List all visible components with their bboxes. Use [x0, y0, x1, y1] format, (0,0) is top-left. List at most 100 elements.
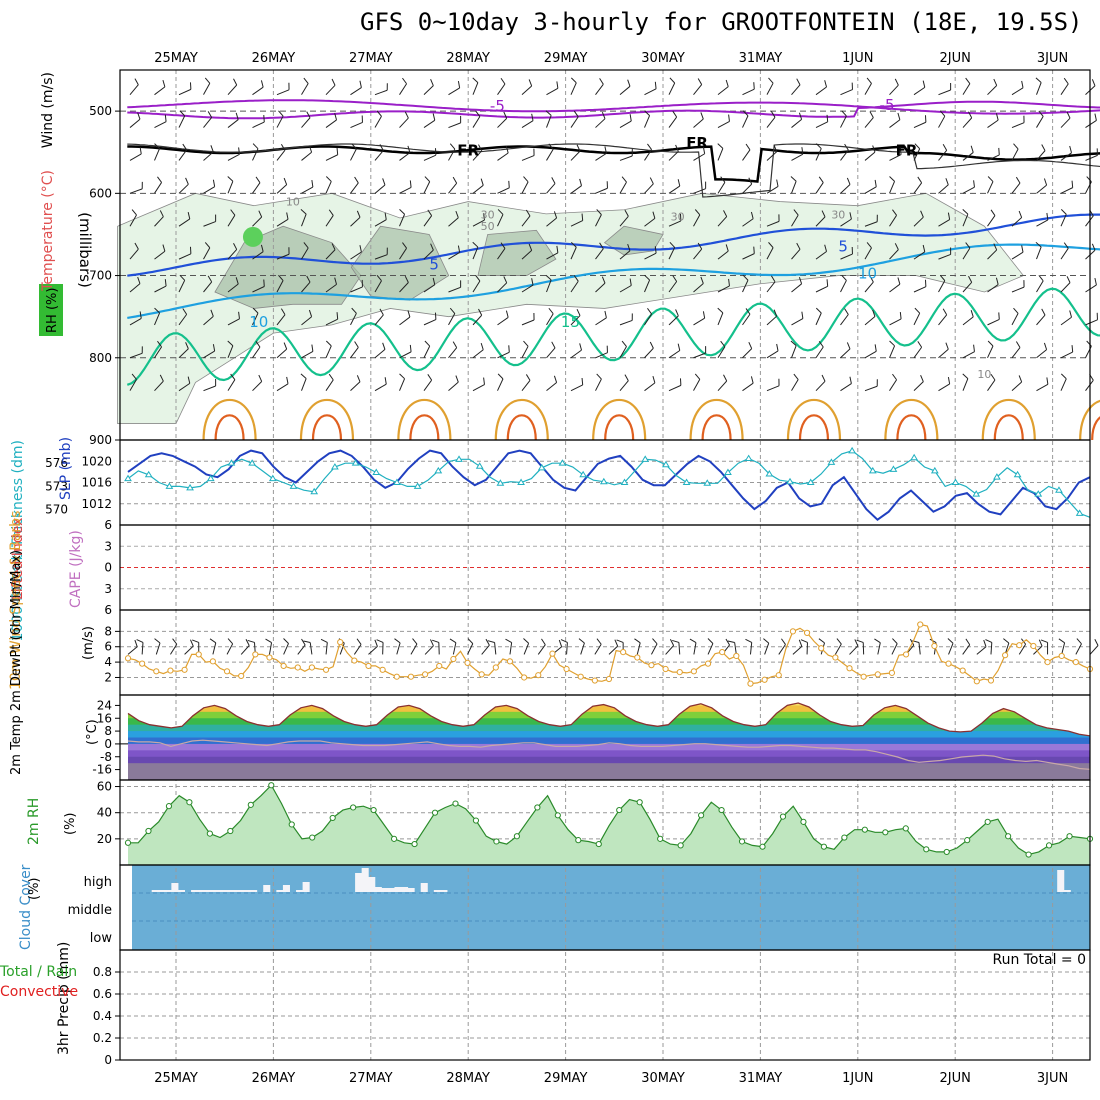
rh-high-spot	[242, 226, 263, 247]
wind-speed-line-point	[719, 649, 726, 656]
upper-wind-barb	[725, 244, 729, 252]
upper-wind-barb	[430, 79, 434, 86]
upper-wind-barb	[619, 215, 629, 227]
wind-speed-line-point	[1072, 659, 1079, 666]
surface-wind-barb	[494, 642, 497, 655]
temp-contour-25	[604, 414, 635, 441]
surface-wind-barb	[227, 638, 234, 645]
date-label-bottom: 26MAY	[252, 1071, 296, 1086]
upper-wind-barb	[331, 243, 336, 250]
upper-wind-barb	[521, 181, 529, 194]
surface-wind-barb	[918, 642, 921, 655]
upper-wind-barb	[455, 210, 459, 218]
rh-area	[128, 785, 1090, 865]
slp-tick-label: 1016	[81, 476, 112, 490]
surface-wind-barb	[836, 638, 842, 645]
upper-wind-barb	[841, 274, 847, 281]
thickness-series-line-point	[910, 453, 919, 461]
ytick-label: -8	[100, 750, 112, 764]
upper-wind-barb	[644, 347, 654, 359]
upper-wind-barb	[869, 275, 874, 283]
upper-wind-barb	[766, 117, 776, 128]
surface-wind-barb	[189, 639, 194, 647]
upper-wind-barb	[669, 241, 676, 248]
upper-wind-barb	[350, 148, 357, 161]
upper-wind-barb	[164, 279, 167, 287]
upper-wind-barb	[424, 176, 431, 182]
surface-wind-barb	[523, 638, 529, 644]
surface-wind-barb	[283, 638, 289, 644]
rh-shade-region	[477, 229, 557, 276]
upper-wind-barb	[595, 152, 607, 161]
rh-series-line-point	[984, 818, 991, 825]
thickness-series-line-point	[289, 482, 298, 489]
upper-wind-barb	[1060, 282, 1071, 293]
upper-wind-barb	[962, 117, 973, 128]
surface-wind-barb	[834, 643, 842, 655]
upper-wind-barb	[374, 89, 388, 96]
surface-wind-barb	[396, 642, 401, 655]
upper-wind-barb	[700, 112, 704, 120]
surface-wind-barb	[707, 643, 714, 655]
upper-wind-barb	[356, 210, 361, 218]
rh-series-line	[128, 784, 1091, 856]
upper-wind-barb	[717, 143, 724, 149]
upper-wind-barb	[263, 279, 265, 287]
upper-wind-barb	[449, 143, 456, 150]
upper-wind-barb	[864, 186, 877, 194]
upper-wind-barb	[599, 242, 604, 249]
surface-wind-barb	[1089, 645, 1099, 655]
upper-wind-barb	[1036, 116, 1044, 128]
surface-wind-barb	[301, 638, 306, 646]
rh-series-line-point	[1025, 851, 1032, 858]
upper-wind-barb	[276, 218, 289, 227]
temp-contour-20	[1079, 400, 1100, 441]
upper-wind-barb	[889, 215, 897, 227]
ytick-label: 0.8	[93, 965, 112, 979]
contour-label: FR	[896, 141, 918, 159]
surface-wind-barb	[541, 638, 546, 645]
cloud-bar	[217, 890, 225, 892]
upper-wind-barb	[669, 77, 676, 84]
upper-wind-barb	[815, 121, 828, 129]
cloud-bar	[197, 890, 205, 892]
temp-color-band	[128, 737, 1090, 745]
wind-speed-line-point	[803, 629, 811, 637]
thickness-series-line-point	[972, 490, 981, 497]
upper-wind-barb	[157, 340, 162, 348]
upper-wind-barb	[521, 215, 531, 227]
upper-wind-barb	[306, 275, 311, 283]
upper-wind-barb	[619, 346, 627, 359]
surface-wind-barb	[669, 639, 675, 646]
upper-wind-barb	[301, 351, 314, 359]
upper-wind-barb	[693, 352, 706, 359]
upper-wind-barb	[742, 313, 751, 326]
dewpoint-series-line	[127, 739, 1091, 770]
upper-wind-barb	[693, 379, 701, 391]
upper-wind-barb	[399, 186, 412, 194]
wind-speed-line-point	[308, 664, 316, 671]
contour-label: 15	[561, 313, 580, 331]
upper-wind-barb	[700, 276, 704, 284]
upper-wind-barb	[154, 148, 161, 161]
upper-wind-barb	[624, 374, 629, 381]
upper-wind-barb	[162, 244, 166, 252]
upper-wind-barb	[840, 348, 851, 359]
temp-color-band	[128, 718, 1090, 726]
upper-wind-barb	[129, 248, 139, 260]
upper-wind-barb	[570, 77, 577, 84]
upper-wind-barb	[793, 373, 799, 380]
upper-wind-barb	[525, 209, 531, 217]
surface-wind-barb	[818, 638, 825, 644]
upper-wind-barb	[129, 283, 141, 293]
wind-speed-line-point	[676, 668, 683, 676]
upper-wind-barb	[576, 144, 581, 152]
rh-series-line-point	[677, 842, 684, 849]
upper-wind-barb	[770, 111, 776, 118]
date-label-top: 30MAY	[641, 51, 685, 66]
date-label-bottom: 28MAY	[446, 1071, 490, 1086]
upper-wind-barb	[1036, 219, 1049, 227]
upper-wind-barb	[500, 77, 506, 85]
upper-wind-barb	[325, 154, 338, 161]
surface-wind-barb	[136, 639, 144, 643]
